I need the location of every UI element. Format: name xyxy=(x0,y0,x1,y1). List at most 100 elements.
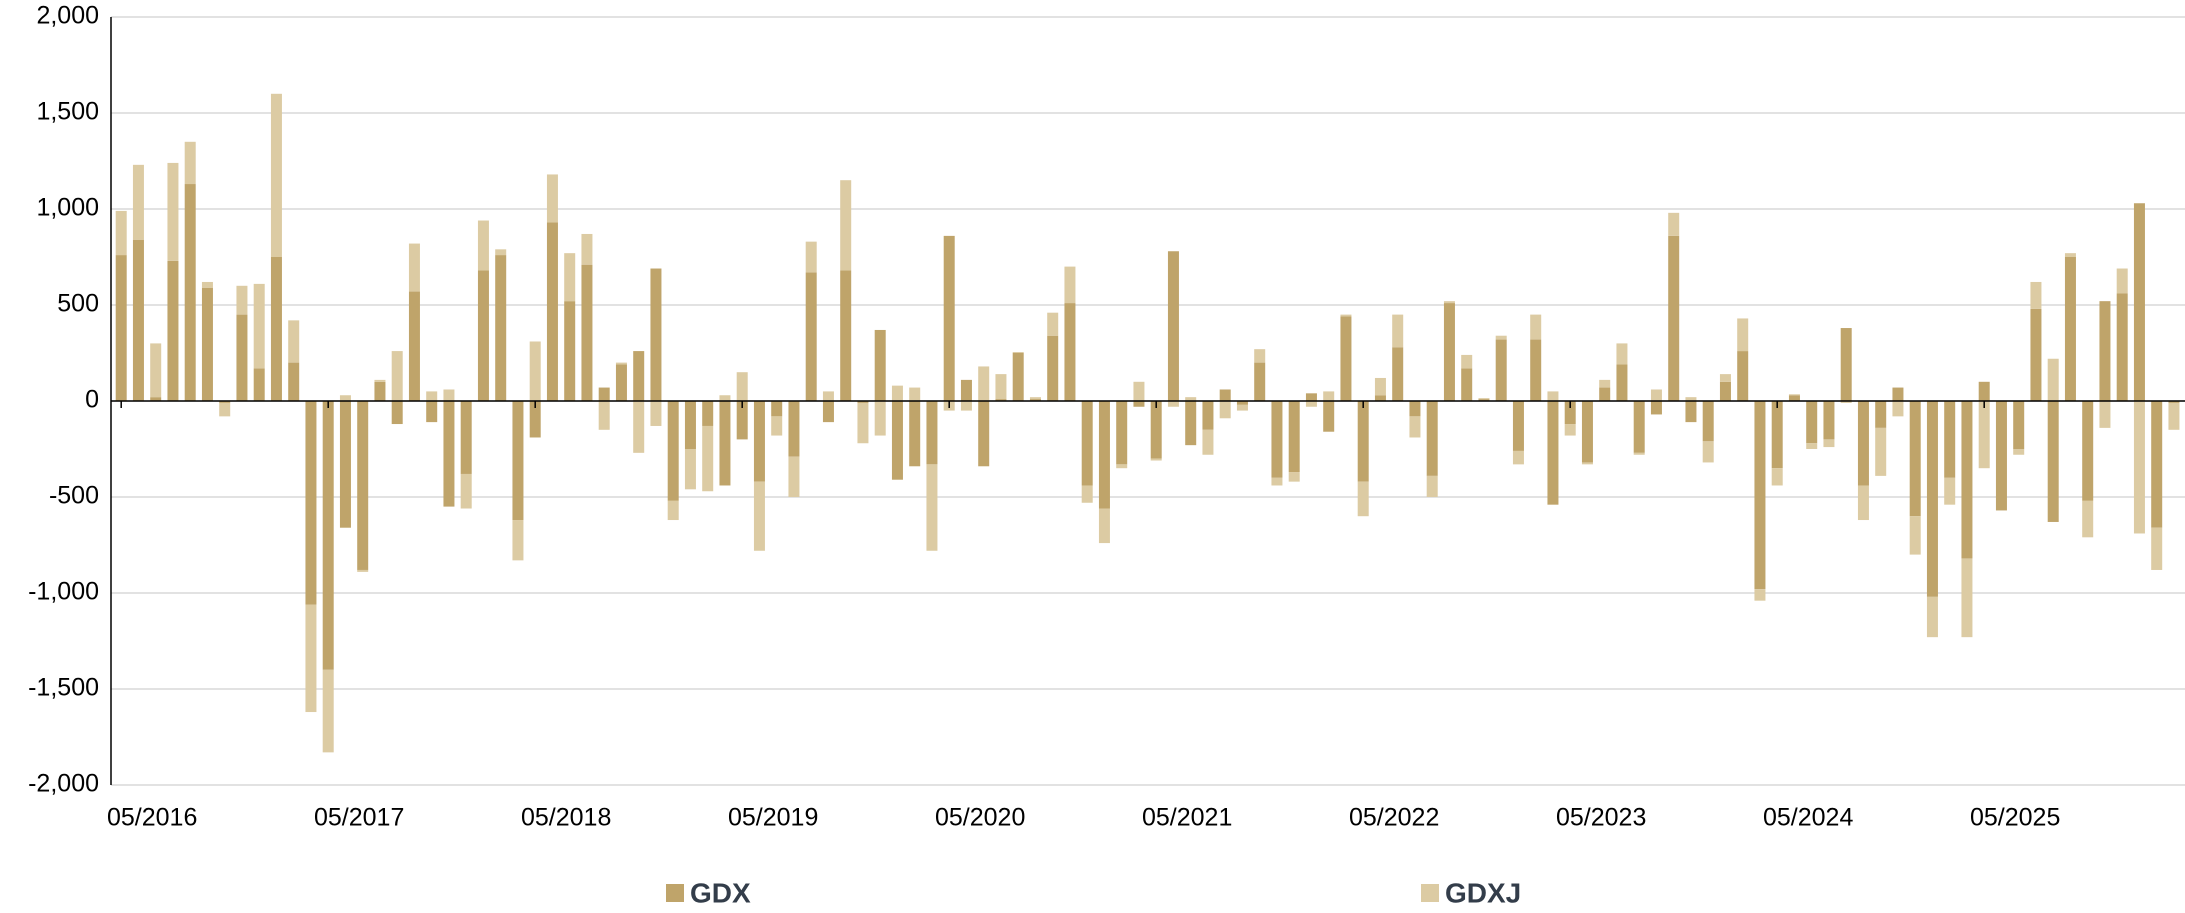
y-tick-label: -500 xyxy=(49,482,99,510)
bar xyxy=(1202,429,1214,455)
bar xyxy=(1012,352,1024,353)
bar xyxy=(374,381,386,401)
bar xyxy=(1650,401,1662,415)
bar xyxy=(788,401,800,457)
bar xyxy=(1392,314,1404,348)
y-tick-label: 2,000 xyxy=(36,2,99,30)
bar xyxy=(960,379,972,401)
bar xyxy=(702,401,714,426)
y-tick-label: -2,000 xyxy=(28,770,99,798)
bar xyxy=(909,401,921,467)
bar xyxy=(822,401,834,423)
y-tick-label: -1,000 xyxy=(28,578,99,606)
bar xyxy=(1461,368,1473,401)
bar xyxy=(1754,401,1766,590)
bar xyxy=(719,395,731,401)
bar xyxy=(840,180,852,271)
bar xyxy=(529,341,541,401)
bar xyxy=(1840,401,1852,403)
bar xyxy=(512,520,524,561)
bar xyxy=(1357,481,1369,517)
bar xyxy=(1340,316,1352,401)
bar xyxy=(1599,387,1611,401)
bar xyxy=(1564,424,1576,436)
bar xyxy=(2030,281,2042,309)
bar xyxy=(236,314,248,401)
bar xyxy=(167,162,179,261)
bar xyxy=(1374,395,1386,401)
bar xyxy=(1892,387,1904,401)
bar xyxy=(1495,335,1507,340)
bar xyxy=(1392,347,1404,401)
bar xyxy=(1098,401,1110,509)
bar xyxy=(840,270,852,401)
bar xyxy=(219,401,231,403)
bar xyxy=(633,401,645,453)
bar xyxy=(1737,318,1749,352)
bar xyxy=(1771,468,1783,486)
bar xyxy=(132,239,144,401)
bar xyxy=(564,253,576,302)
bar xyxy=(788,456,800,497)
y-tick-label: 0 xyxy=(85,386,99,414)
bar xyxy=(322,669,334,753)
bar xyxy=(1236,401,1248,405)
bar xyxy=(357,401,369,570)
bar xyxy=(753,401,765,482)
bar xyxy=(753,481,765,551)
bar xyxy=(1374,377,1386,396)
bar xyxy=(1909,401,1921,517)
bar xyxy=(1512,401,1524,451)
bar xyxy=(805,272,817,401)
bar xyxy=(1167,401,1179,407)
bar xyxy=(1064,303,1076,401)
bar xyxy=(1719,381,1731,401)
bar xyxy=(1305,401,1317,407)
y-tick-label: 1,500 xyxy=(36,98,99,126)
x-tick-label: 05/2017 xyxy=(314,804,404,832)
bar xyxy=(1944,477,1956,505)
bar xyxy=(1012,353,1024,401)
bar xyxy=(495,255,507,401)
bar xyxy=(546,174,558,223)
bar xyxy=(1581,462,1593,465)
bar xyxy=(1340,314,1352,317)
bar xyxy=(1409,401,1421,417)
bar xyxy=(2168,402,2180,430)
bar xyxy=(1512,450,1524,465)
bar xyxy=(1892,401,1904,417)
bar xyxy=(529,401,541,438)
bar xyxy=(150,343,162,398)
bar xyxy=(1702,441,1714,463)
bar xyxy=(288,362,300,401)
bar xyxy=(2013,449,2025,455)
bar xyxy=(1530,314,1542,340)
bar xyxy=(736,401,748,440)
bar xyxy=(1857,401,1869,486)
bar xyxy=(115,210,127,256)
bar xyxy=(477,270,489,401)
bar xyxy=(408,243,420,292)
bar xyxy=(1806,443,1818,449)
bar xyxy=(270,257,282,401)
bar xyxy=(443,401,455,507)
bar xyxy=(1116,401,1128,465)
bar xyxy=(1909,516,1921,555)
bar xyxy=(426,391,438,401)
bar xyxy=(1685,397,1697,401)
bar xyxy=(1116,464,1128,469)
bar xyxy=(305,401,317,605)
bar xyxy=(891,385,903,401)
bar xyxy=(891,401,903,480)
y-tick-label: 500 xyxy=(57,290,99,318)
bar xyxy=(1064,266,1076,304)
x-tick-label: 05/2020 xyxy=(935,804,1025,832)
bar xyxy=(1288,472,1300,482)
bar xyxy=(1443,301,1455,304)
bar xyxy=(2133,203,2145,401)
bar xyxy=(150,397,162,401)
bar xyxy=(184,184,196,401)
bar xyxy=(2082,500,2094,538)
bar xyxy=(1133,401,1145,407)
